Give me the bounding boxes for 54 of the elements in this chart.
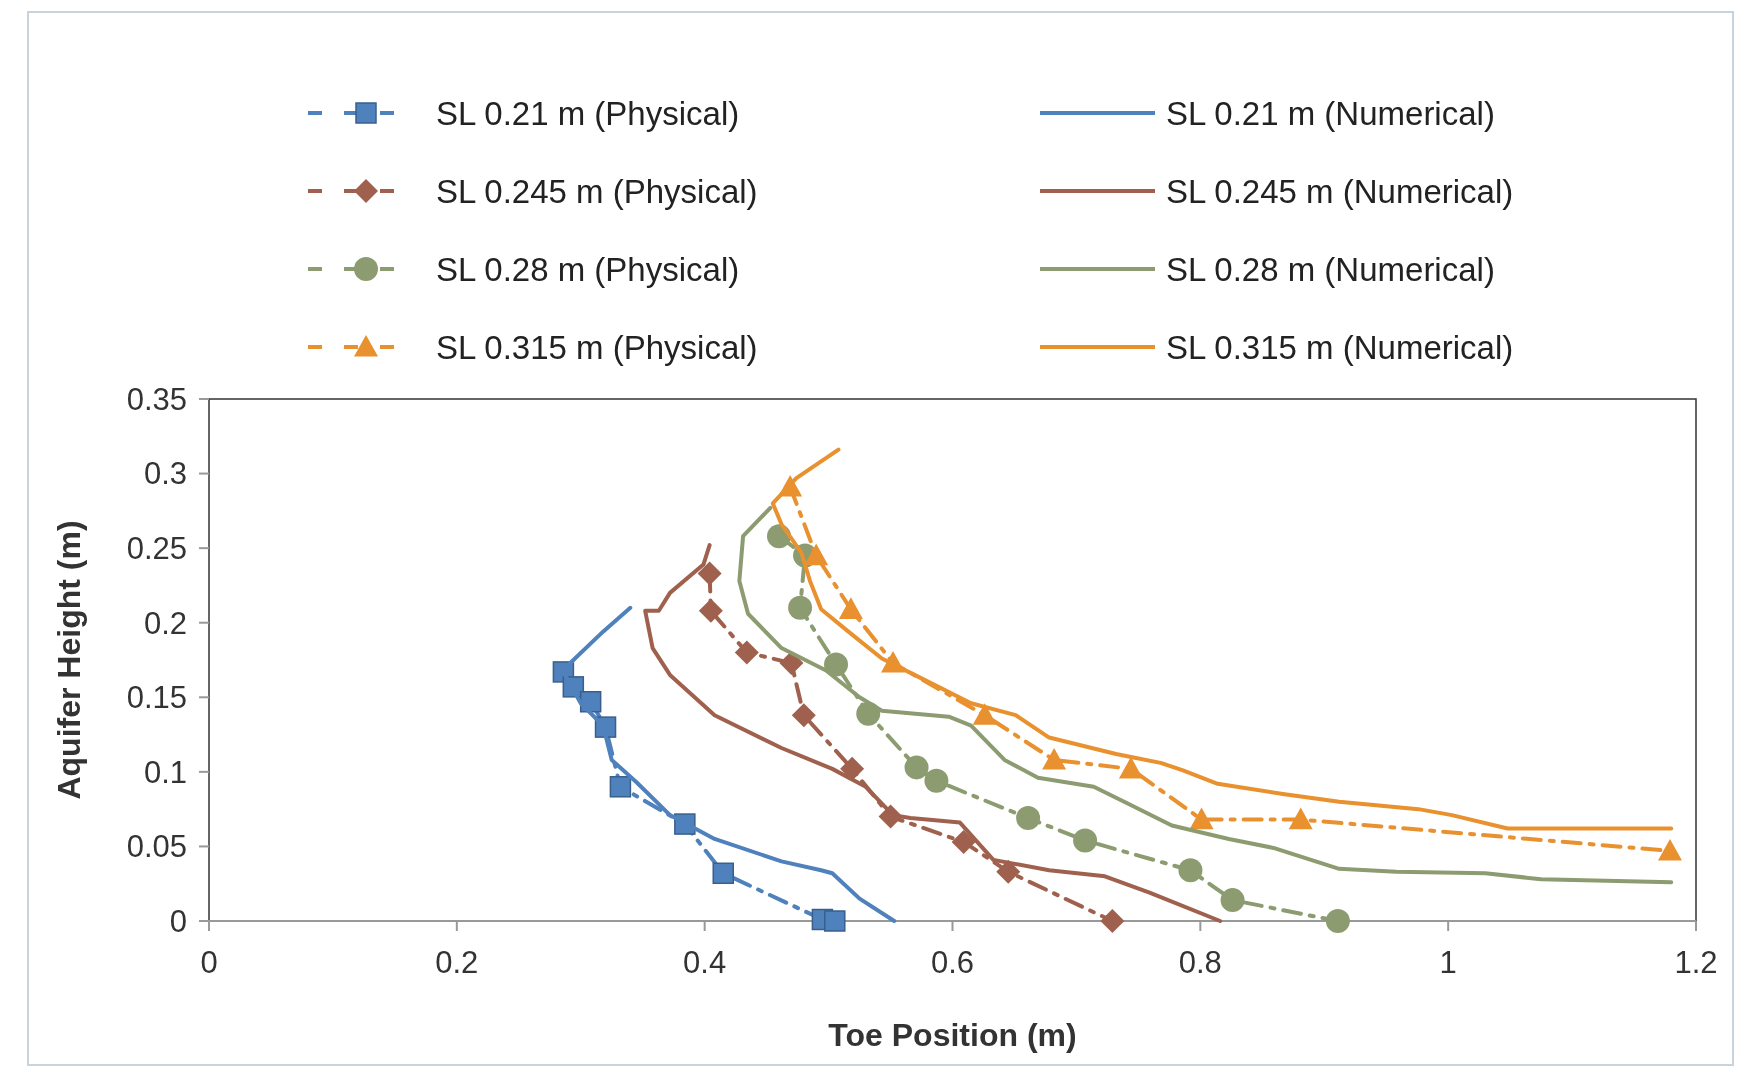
- legend-label: SL 0.21 m (Numerical): [1166, 94, 1495, 132]
- y-tick-label: 0.2: [143, 605, 187, 641]
- point: [609, 776, 632, 798]
- y-tick-label: 0: [169, 903, 187, 939]
- x-tick-label: 1: [1439, 945, 1457, 980]
- x-axis-title: Toe Position (m): [828, 1017, 1077, 1053]
- legend-label: SL 0.245 m (Numerical): [1166, 172, 1514, 210]
- point: [996, 859, 1021, 884]
- point: [824, 910, 846, 932]
- legend-label: SL 0.245 m (Physical): [436, 172, 758, 210]
- x-tick-label: 0.2: [435, 945, 479, 980]
- y-tick-label: 0.15: [126, 680, 187, 716]
- point: [824, 652, 849, 677]
- legend-label: SL 0.28 m (Numerical): [1166, 250, 1495, 288]
- y-axis-title: Aquifer Height (m): [51, 520, 87, 800]
- point: [804, 543, 829, 566]
- x-tick-label: 0.4: [683, 945, 727, 980]
- point: [698, 598, 723, 623]
- point: [791, 703, 816, 728]
- point: [1189, 807, 1214, 830]
- point: [1657, 838, 1682, 861]
- point: [904, 755, 929, 780]
- y-tick-label: 0.05: [126, 829, 187, 865]
- x-tick-label: 0.8: [1178, 945, 1222, 980]
- point: [1100, 909, 1125, 933]
- point: [788, 595, 813, 620]
- point: [1178, 858, 1203, 883]
- y-tick-label: 0.25: [126, 530, 187, 566]
- line-series: [643, 543, 1223, 923]
- point: [1042, 747, 1067, 770]
- point: [972, 703, 997, 725]
- point: [734, 640, 759, 665]
- y-tick-label: 0.1: [143, 754, 187, 790]
- x-tick-label: 0: [200, 945, 218, 980]
- point: [1073, 828, 1098, 853]
- legend-label: SL 0.28 m (Physical): [436, 250, 740, 288]
- point: [1118, 756, 1143, 779]
- point: [712, 862, 734, 885]
- point: [697, 561, 722, 586]
- point: [1016, 806, 1041, 831]
- x-tick-label: 1.2: [1674, 945, 1718, 980]
- y-tick-label: 0.35: [126, 381, 187, 417]
- point: [1325, 909, 1350, 933]
- point: [840, 756, 865, 781]
- x-tick-label: 0.6: [930, 945, 975, 980]
- point: [838, 597, 863, 619]
- legend-label: SL 0.21 m (Physical): [436, 94, 740, 132]
- legend-label: SL 0.315 m (Physical): [436, 328, 758, 366]
- point: [1220, 888, 1245, 913]
- legend-label: SL 0.315 m (Numerical): [1166, 328, 1514, 366]
- point: [924, 768, 949, 793]
- y-tick-label: 0.3: [143, 456, 187, 492]
- point: [1288, 807, 1313, 830]
- point: [951, 829, 976, 854]
